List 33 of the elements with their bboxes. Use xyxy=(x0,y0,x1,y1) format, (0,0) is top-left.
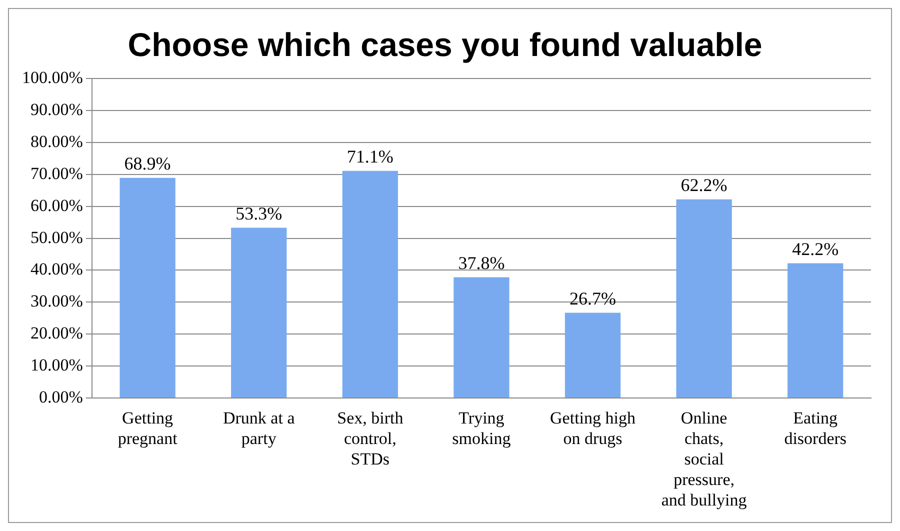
data-label: 62.2% xyxy=(680,175,728,196)
x-tick-label: Getting pregnant xyxy=(118,408,178,448)
y-tick-label: 20.00% xyxy=(30,324,83,343)
data-label: 53.3% xyxy=(236,203,282,224)
x-tick-label: Drunk at a party xyxy=(222,408,296,448)
y-tick-label: 60.00% xyxy=(30,196,83,215)
y-tick-label: 90.00% xyxy=(30,100,83,120)
bar xyxy=(564,312,621,398)
y-tick-label: 80.00% xyxy=(30,132,83,151)
y-tick-label: 0.00% xyxy=(38,387,83,406)
bar xyxy=(120,178,176,398)
bar xyxy=(231,228,287,398)
x-tick-label: Trying smoking xyxy=(452,408,512,448)
x-tick-label: Sex, birth control, STDs xyxy=(337,408,404,468)
data-label: 68.9% xyxy=(124,154,171,174)
data-label: 71.1% xyxy=(346,146,394,167)
data-label: 26.7% xyxy=(570,288,616,308)
y-tick-label: 100.00% xyxy=(22,68,83,88)
data-label: 42.2% xyxy=(792,238,839,259)
bar xyxy=(676,199,732,398)
x-tick-label: Eating disorders xyxy=(784,408,847,448)
bar xyxy=(788,263,844,398)
y-tick-label: 70.00% xyxy=(30,164,83,183)
bar xyxy=(342,170,398,398)
y-tick-label: 10.00% xyxy=(30,356,83,375)
data-label: 37.8% xyxy=(458,253,505,273)
y-tick-label: 50.00% xyxy=(30,228,83,247)
bar xyxy=(454,277,510,398)
chart-title: Choose which cases you found valuable xyxy=(128,26,762,63)
x-tick-label: Getting high on drugs xyxy=(550,408,636,448)
y-tick-label: 40.00% xyxy=(30,260,83,279)
y-tick-label: 30.00% xyxy=(30,292,83,311)
x-tick-label: Online chats, social pressure, and bullying xyxy=(661,408,748,510)
